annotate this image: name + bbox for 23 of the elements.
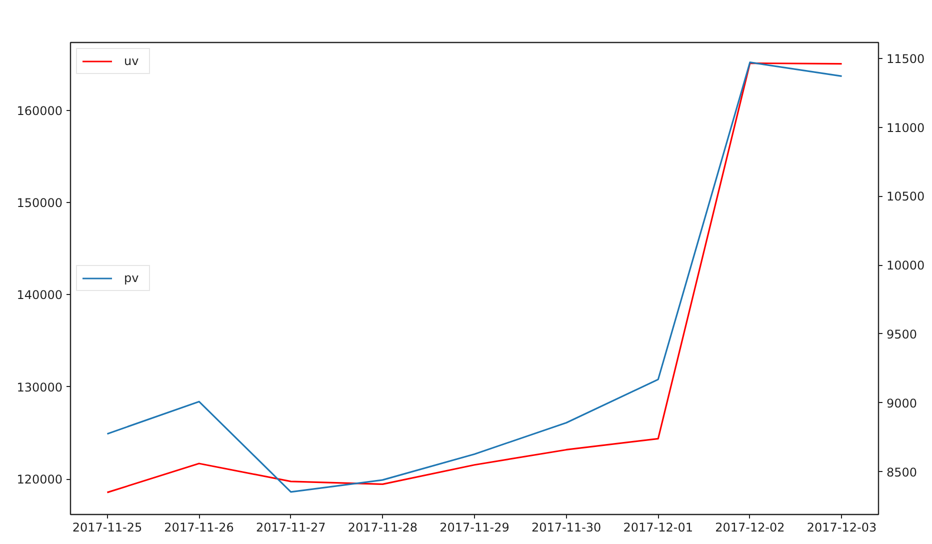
x-tick-label: 2017-11-30 [531,520,602,534]
x-tick-label: 2017-11-29 [440,520,510,534]
y2-tick-label: 8500 [886,465,918,480]
legend-label: uv [124,54,140,68]
y-tick-label: 150000 [16,196,63,210]
x-tick-label: 2017-11-27 [256,520,326,534]
y-tick-label: 120000 [16,472,63,487]
x-tick-label: 2017-12-01 [623,520,694,534]
x-tick-label: 2017-11-26 [164,520,234,534]
x-tick-label: 2017-12-02 [715,520,785,534]
y-tick-label: 140000 [16,288,63,302]
x-tick-label: 2017-11-25 [72,520,142,534]
y2-tick-label: 11000 [886,120,925,135]
y2-tick-label: 9500 [886,327,918,342]
x-tick-label: 2017-11-28 [348,520,418,534]
y2-tick-label: 10000 [886,258,925,273]
y2-tick-label: 11500 [886,52,925,66]
y-tick-label: 130000 [16,380,63,394]
y2-tick-label: 10500 [886,190,925,204]
y-tick-label: 160000 [16,104,63,118]
legend-label: pv [124,271,140,285]
x-tick-label: 2017-12-03 [806,520,877,534]
y2-tick-label: 9000 [886,396,918,410]
